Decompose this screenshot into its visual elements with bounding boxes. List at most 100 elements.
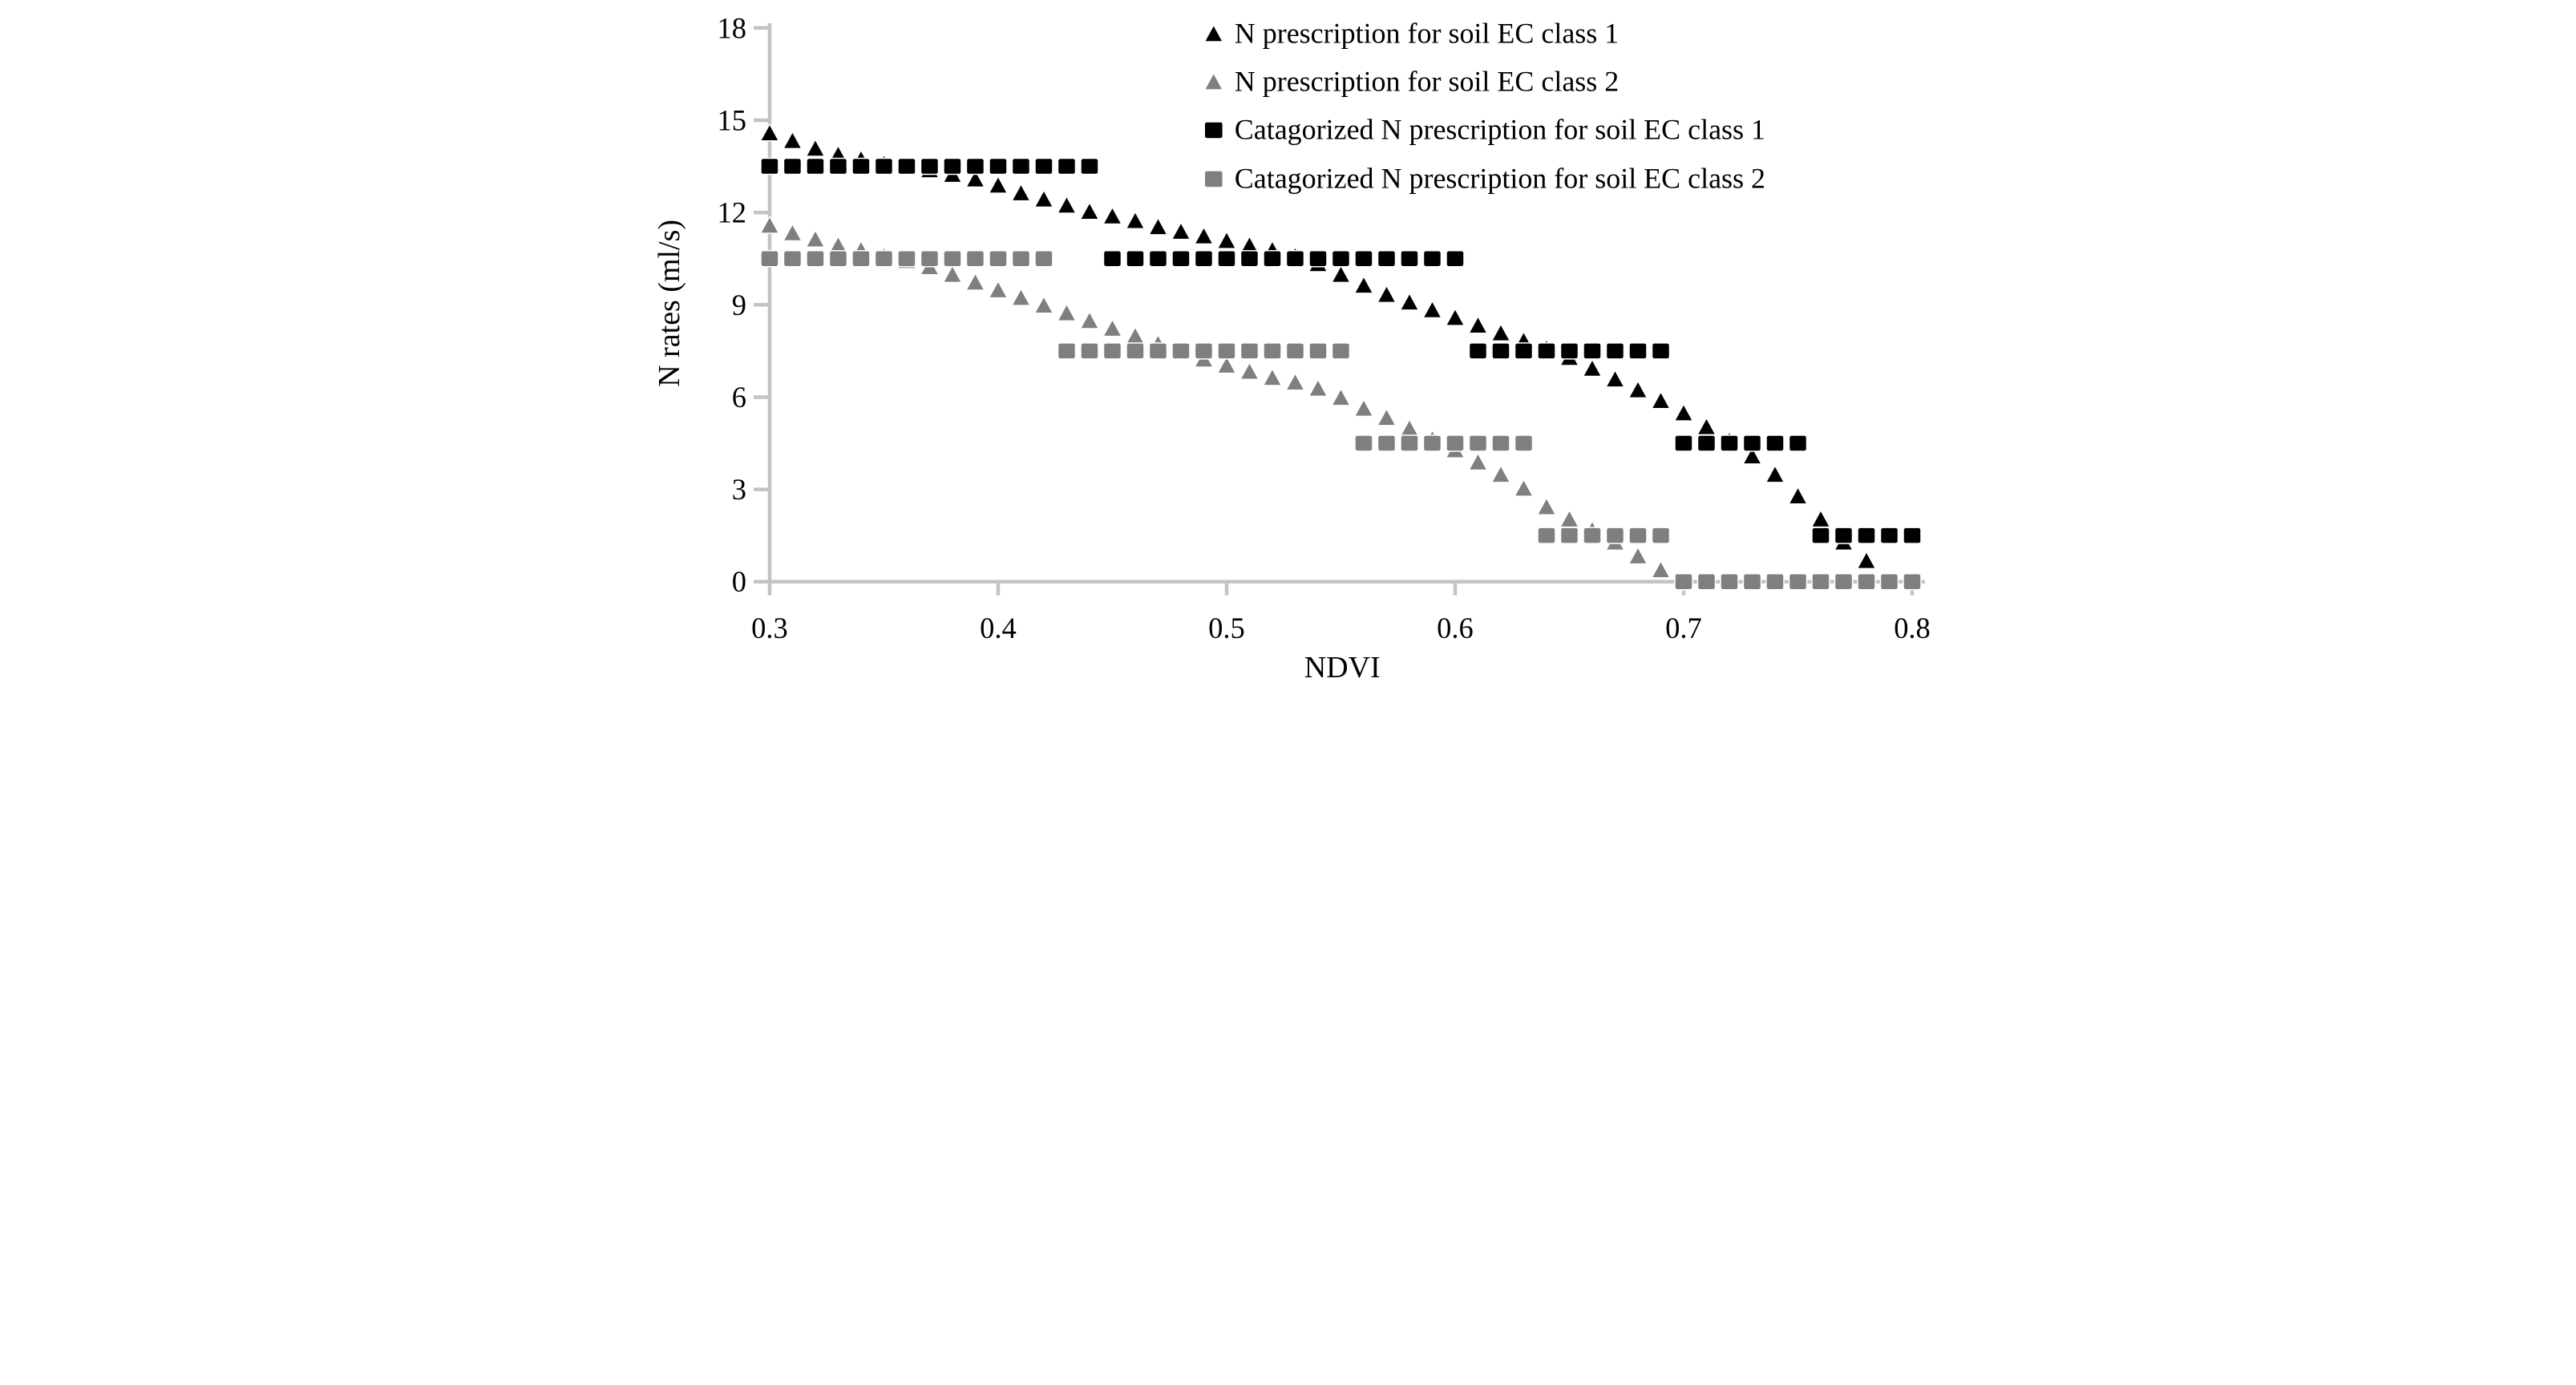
square-marker [1856,573,1876,591]
triangle-marker [1490,465,1510,483]
triangle-marker [1741,446,1762,465]
square-marker [1445,434,1465,452]
square-marker [1308,342,1328,360]
n-prescription-chart: 0 3 6 9 12 15 18 0.3 0.4 0.5 0.6 0.7 0.8 N rates (ml/… [644,0,1932,692]
square-marker [1605,527,1624,544]
square-marker [1651,527,1670,544]
triangle-marker [1421,300,1442,319]
triangle-marker [1399,418,1419,438]
square-marker [1879,527,1899,544]
square-marker [1171,342,1191,360]
square-marker [1628,342,1648,360]
square-marker [1239,342,1259,360]
square-marker [1468,434,1487,452]
square-marker [942,249,962,268]
triangle-marker [1765,465,1785,483]
legend-entry: Catagorized N prescription for soil EC c… [1203,162,1765,194]
square-marker [783,249,802,268]
square-marker [1788,434,1807,452]
y-tick-label: 15 [717,103,746,136]
triangle-marker [759,216,779,234]
triangle-marker [964,169,985,188]
square-marker [1353,249,1373,268]
series-square-3 [759,157,1922,544]
square-marker [1719,434,1739,452]
triangle-marker [1376,408,1397,426]
triangle-marker [1810,509,1830,528]
square-marker [1673,434,1693,452]
triangle-marker [1033,296,1053,314]
legend-label: N prescription for soil EC class 2 [1234,65,1619,97]
square-marker [1834,527,1853,544]
square-marker [1834,573,1853,591]
square-marker [874,249,893,268]
triangle-marker [1559,509,1579,528]
square-marker [759,249,779,268]
square-marker [1262,342,1282,360]
square-marker [1490,434,1510,452]
square-marker [988,249,1008,268]
triangle-marker [1102,206,1122,225]
square-marker [805,249,825,268]
square-marker [1377,249,1396,268]
square-marker [1331,342,1350,360]
triangle-marker [1696,417,1717,436]
square-marker [896,157,916,176]
triangle-marker [1125,211,1145,229]
legend-entry: Catagorized N prescription for soil EC c… [1203,113,1765,145]
square-marker [1171,249,1191,268]
x-tick-label: 0.8 [1894,612,1931,644]
page: 0 3 6 9 12 15 18 0.3 0.4 0.5 0.6 0.7 0.8 N rates (ml/… [644,0,1932,692]
triangle-marker [988,280,1008,299]
square-marker [1490,342,1510,360]
x-tick-label: 0.4 [980,612,1017,644]
x-axis-title: NDVI [1304,651,1380,684]
square-marker [1742,434,1761,452]
square-marker [1879,573,1899,591]
square-marker [1810,573,1830,591]
square-marker [1788,573,1807,591]
square-marker [1194,249,1213,268]
triangle-marker [964,273,985,291]
square-marker [1057,157,1076,176]
square-marker [1148,249,1167,268]
square-marker [874,157,893,176]
square-marker [1148,342,1167,360]
legend-label: N prescription for soil EC class 1 [1234,17,1619,49]
triangle-marker [1010,183,1031,202]
y-tick-label: 3 [731,473,746,506]
y-tick-label: 6 [731,381,746,414]
square-marker [1262,249,1282,268]
square-marker [920,157,939,176]
square-marker [1536,527,1556,544]
triangle-marker [1033,189,1053,208]
square-marker [1216,342,1236,360]
square-marker [1902,573,1922,591]
triangle-marker [1490,323,1510,342]
square-marker [1239,249,1259,268]
legend: N prescription for soil EC class 1 N pres… [1203,17,1765,194]
square-marker [1216,249,1236,268]
square-marker [1285,249,1304,268]
square-marker [1194,342,1213,360]
square-marker [759,157,779,176]
triangle-marker [1056,303,1077,322]
triangle-marker [1284,372,1305,391]
triangle-marker [782,223,803,242]
legend-entry: N prescription for soil EC class 2 [1203,65,1619,97]
triangle-marker [1787,487,1808,505]
square-marker [1102,342,1122,360]
square-marker [1125,249,1145,268]
triangle-marker [1650,391,1671,410]
y-axis-title: N rates (ml/s) [653,220,686,387]
triangle-marker [1604,369,1625,388]
triangle-marker [1467,452,1488,471]
square-marker [965,157,985,176]
square-marker [1628,527,1648,544]
square-marker [1719,573,1739,591]
y-tick-label: 12 [717,196,746,229]
square-marker [783,157,802,176]
triangle-marker [1673,403,1693,422]
triangle-marker [1216,355,1236,374]
square-marker [1673,573,1693,591]
